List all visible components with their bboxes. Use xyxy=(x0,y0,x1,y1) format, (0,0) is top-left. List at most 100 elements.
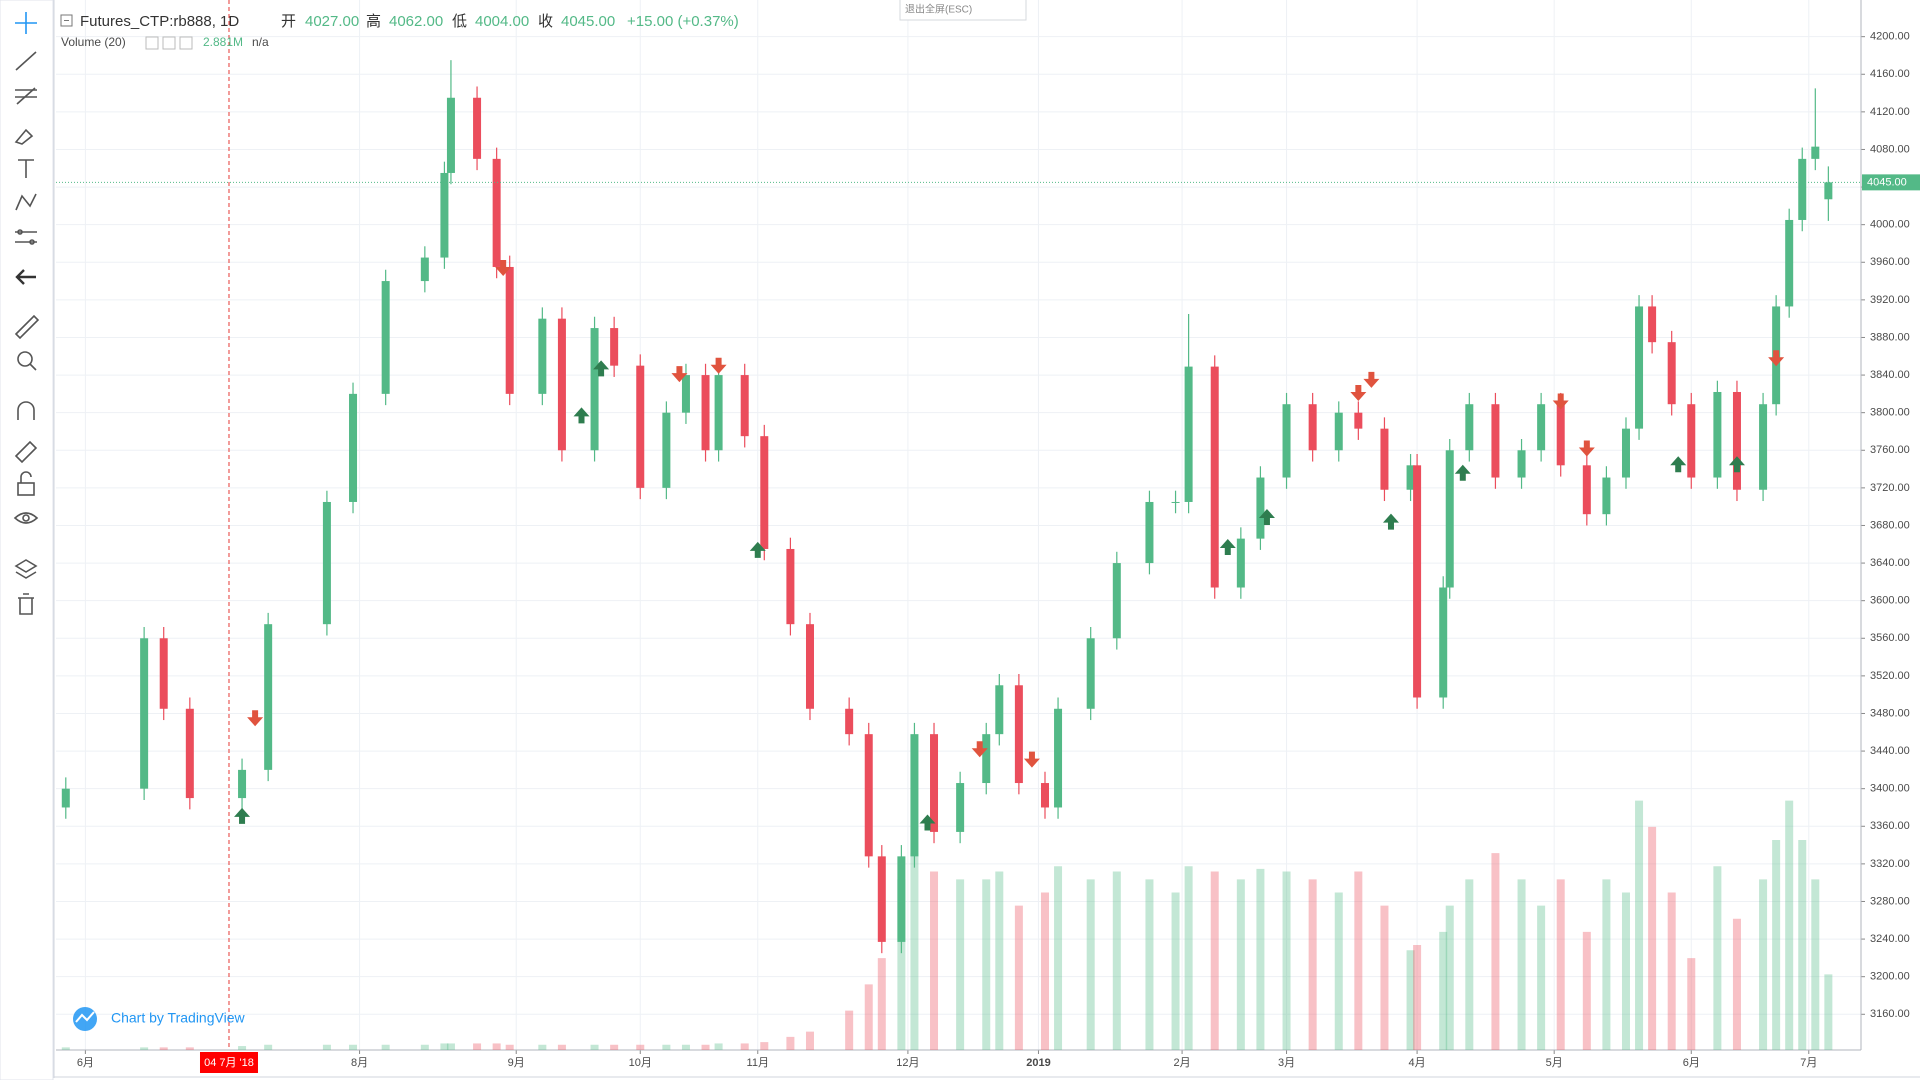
candle-body xyxy=(1406,465,1415,490)
fullscreen-hint: 退出全屏(ESC) xyxy=(905,3,972,16)
candle-body xyxy=(1713,391,1722,478)
y-tick-label: 3320.00 xyxy=(1870,858,1910,870)
sell-signal xyxy=(495,259,512,276)
candle-body xyxy=(636,365,645,488)
volume-bar xyxy=(1086,879,1095,1050)
buy-signal xyxy=(1219,539,1236,556)
candle-body xyxy=(1648,306,1657,343)
volume-bar xyxy=(420,1044,429,1050)
candle-body xyxy=(238,769,247,799)
tool-lock-draw[interactable] xyxy=(14,440,38,464)
fullscreen-tab[interactable] xyxy=(899,0,1027,21)
x-tick-label: 6月 xyxy=(77,1057,94,1069)
tool-ruler[interactable] xyxy=(14,314,40,340)
tool-eye[interactable] xyxy=(13,512,39,524)
candle-body xyxy=(1210,366,1219,588)
tool-brush[interactable] xyxy=(14,128,34,145)
tool-trendline[interactable] xyxy=(15,51,37,71)
tool-layers[interactable] xyxy=(14,559,38,579)
candle-body xyxy=(492,158,501,267)
y-tick-label: 3160.00 xyxy=(1870,1008,1910,1020)
x-tick-label: 3月 xyxy=(1278,1057,1295,1069)
volume-bar xyxy=(1811,879,1820,1050)
last-price-label: 4045.00 xyxy=(1867,176,1907,188)
y-tick-label: 3360.00 xyxy=(1870,820,1910,832)
collapse-toggle[interactable] xyxy=(60,14,73,27)
y-tick-label: 3880.00 xyxy=(1870,331,1910,343)
candle-body xyxy=(1439,587,1448,698)
y-tick-label: 3680.00 xyxy=(1870,519,1910,531)
candle-body xyxy=(845,708,854,735)
y-tick-label: 3760.00 xyxy=(1870,444,1910,456)
tool-measure[interactable] xyxy=(15,229,37,245)
candle-body xyxy=(557,318,566,451)
volume-bar xyxy=(636,1044,645,1050)
tool-text[interactable] xyxy=(18,159,34,178)
volume-bar xyxy=(557,1044,566,1050)
tool-fib[interactable] xyxy=(15,87,37,105)
plot-area: 3160.00 3200.00 3240.00 3280.00 3320.00 3360.… xyxy=(53,0,1920,1078)
sell-signal xyxy=(1363,371,1380,388)
candle-body xyxy=(1667,342,1676,405)
tool-zoom[interactable] xyxy=(17,351,37,371)
volume-bar xyxy=(701,1044,710,1050)
volume-bar xyxy=(1354,871,1363,1050)
volume-bar xyxy=(740,1043,749,1050)
tool-lock[interactable] xyxy=(17,471,35,496)
volume-bar xyxy=(681,1044,690,1050)
volume-bar xyxy=(322,1044,331,1050)
candle-body xyxy=(1759,404,1768,490)
x-tick-label: 4月 xyxy=(1409,1057,1426,1069)
volume-bar xyxy=(1687,958,1696,1050)
study-remove[interactable] xyxy=(179,36,193,50)
sell-signal xyxy=(247,710,264,727)
candle-body xyxy=(1354,412,1363,429)
volume-bar xyxy=(1014,905,1023,1050)
tool-magnet[interactable] xyxy=(17,401,35,420)
tool-crosshair[interactable] xyxy=(15,12,37,34)
volume-bar xyxy=(440,1043,449,1050)
volume-bar xyxy=(610,1044,619,1050)
tool-back[interactable] xyxy=(15,269,36,285)
candle-body xyxy=(1334,412,1343,451)
tool-trash[interactable] xyxy=(18,593,34,615)
volume-bar xyxy=(1210,871,1219,1050)
volume-bar xyxy=(1648,826,1657,1050)
volume-bar xyxy=(1282,871,1291,1050)
y-tick-label: 3720.00 xyxy=(1870,482,1910,494)
candle-body xyxy=(1014,685,1023,784)
volume-bar xyxy=(1491,853,1500,1050)
candle-body xyxy=(1732,391,1741,490)
y-tick-label: 3400.00 xyxy=(1870,783,1910,795)
study-hide[interactable] xyxy=(162,36,176,50)
y-tick-label: 3520.00 xyxy=(1870,670,1910,682)
volume-bar xyxy=(505,1044,514,1050)
x-tick-label: 2月 xyxy=(1174,1057,1191,1069)
volume-bar xyxy=(714,1043,723,1050)
volume-bar xyxy=(1380,905,1389,1050)
candle-body xyxy=(1556,404,1565,466)
candle-body xyxy=(1380,428,1389,490)
volume-ma: n/a xyxy=(252,35,269,49)
tool-pattern[interactable] xyxy=(15,193,37,211)
volume-bar xyxy=(982,879,991,1050)
candle-body xyxy=(1635,306,1644,429)
volume-readout: 2.881M xyxy=(203,35,243,49)
volume-bar xyxy=(1413,945,1422,1050)
candle-body xyxy=(349,393,358,502)
last-price-box xyxy=(1862,174,1920,191)
volume-bar xyxy=(1772,840,1781,1050)
buy-signal xyxy=(1382,513,1399,530)
volume-bar xyxy=(590,1044,599,1050)
volume-bar xyxy=(1236,879,1245,1050)
candle-body xyxy=(982,734,991,784)
study-settings[interactable] xyxy=(145,36,159,50)
buy-signal xyxy=(919,814,936,831)
candle-body xyxy=(662,412,671,488)
volume-bar xyxy=(1112,871,1121,1050)
x-tick-label: 5月 xyxy=(1546,1057,1563,1069)
volume-bar xyxy=(1054,866,1063,1050)
buy-signal xyxy=(593,360,610,377)
volume-bar xyxy=(381,1044,390,1050)
